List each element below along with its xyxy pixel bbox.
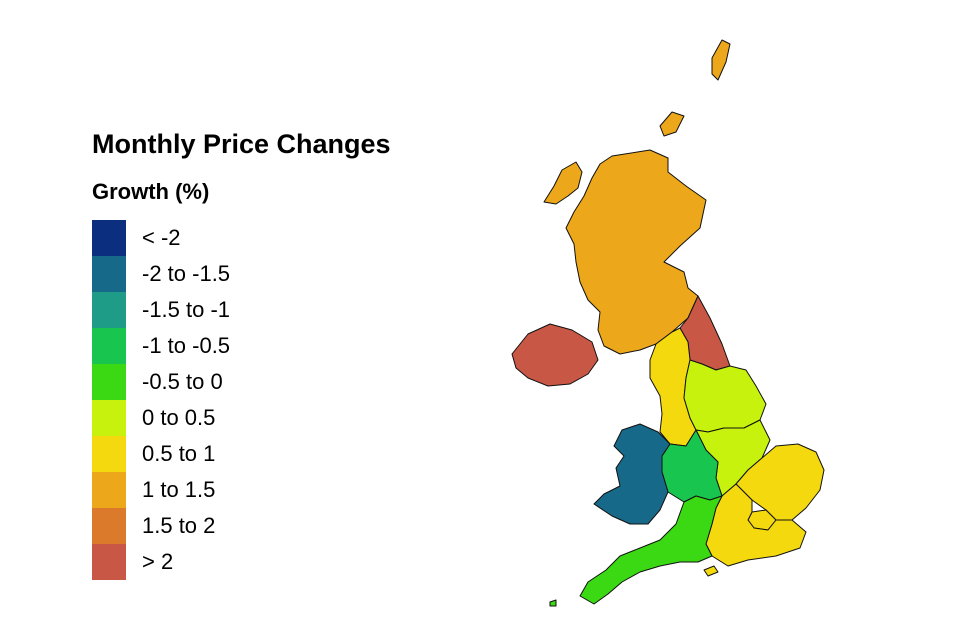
legend-item: -1 to -0.5 — [92, 328, 391, 364]
legend-item: -1.5 to -1 — [92, 292, 391, 328]
legend-item: 0 to 0.5 — [92, 400, 391, 436]
legend-label: -1.5 to -1 — [142, 297, 231, 322]
uk-regions-map — [511, 39, 825, 607]
legend-item: < -2 — [92, 220, 391, 256]
region-south-west[interactable] — [579, 495, 723, 605]
legend-item: 1 to 1.5 — [92, 472, 391, 508]
map-legend: Monthly Price Changes Growth (%) < -2 -2 … — [92, 128, 391, 580]
legend-class-list: < -2 -2 to -1.5 -1.5 to -1 -1 to -0.5 -0.5 t… — [92, 220, 391, 580]
region-scotland-islands[interactable] — [543, 39, 731, 205]
region-wales[interactable] — [593, 423, 671, 525]
legend-swatch — [92, 436, 126, 472]
legend-item: > 2 — [92, 544, 391, 580]
legend-label: 1.5 to 2 — [142, 513, 216, 538]
legend-swatch — [92, 292, 126, 328]
legend-label: -1 to -0.5 — [142, 333, 231, 358]
legend-swatch — [92, 544, 126, 580]
legend-item: 1.5 to 2 — [92, 508, 391, 544]
legend-label: -0.5 to 0 — [142, 369, 223, 394]
region-isle-of-wight[interactable] — [703, 565, 719, 577]
legend-label: > 2 — [142, 549, 174, 574]
region-yorkshire-and-the-humber[interactable] — [683, 359, 767, 433]
legend-label: 0 to 0.5 — [142, 405, 216, 430]
region-scotland[interactable] — [565, 149, 707, 355]
legend-label: 1 to 1.5 — [142, 477, 216, 502]
legend-swatch — [92, 328, 126, 364]
region-northern-ireland[interactable] — [511, 323, 599, 387]
legend-swatch — [92, 508, 126, 544]
legend-swatch — [92, 364, 126, 400]
region-isles-of-scilly[interactable] — [549, 599, 557, 607]
legend-item: 0.5 to 1 — [92, 436, 391, 472]
legend-swatch — [92, 400, 126, 436]
legend-title: Monthly Price Changes — [92, 129, 391, 159]
legend-swatch — [92, 256, 126, 292]
legend-label: < -2 — [142, 225, 181, 250]
legend-label: -2 to -1.5 — [142, 261, 231, 286]
legend-label: 0.5 to 1 — [142, 441, 216, 466]
legend-item: -0.5 to 0 — [92, 364, 391, 400]
legend-swatch — [92, 220, 126, 256]
legend-item: -2 to -1.5 — [92, 256, 391, 292]
legend-subtitle: Growth (%) — [92, 179, 210, 204]
legend-swatch — [92, 472, 126, 508]
